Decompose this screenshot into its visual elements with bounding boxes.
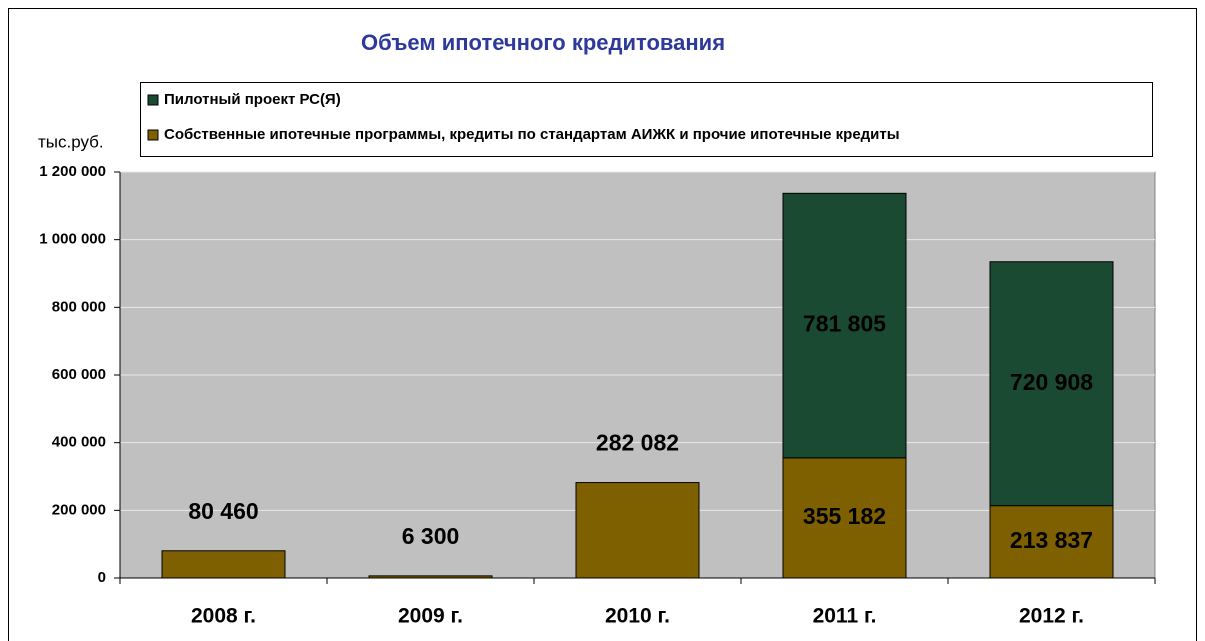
bar-segment bbox=[782, 457, 907, 579]
x-tick-label: 2012 г. bbox=[1019, 605, 1084, 628]
x-tick-label: 2009 г. bbox=[398, 605, 463, 628]
bar-segment bbox=[989, 505, 1114, 579]
legend bbox=[140, 82, 1153, 157]
legend-label: Собственные ипотечные программы, кредиты… bbox=[164, 126, 900, 143]
data-label: 781 805 bbox=[803, 311, 886, 337]
x-tick-label: 2011 г. bbox=[813, 605, 877, 628]
y-axis-label: тыс.руб. bbox=[38, 132, 104, 151]
data-label: 282 082 bbox=[596, 430, 679, 456]
x-tick-label: 2008 г. bbox=[191, 605, 256, 628]
y-tick-label: 400 000 bbox=[52, 434, 106, 451]
data-label: 720 908 bbox=[1010, 369, 1093, 395]
y-tick-label: 1 000 000 bbox=[39, 231, 106, 248]
data-label: 80 460 bbox=[188, 498, 258, 524]
bar-segment bbox=[575, 482, 700, 579]
legend-swatch bbox=[147, 94, 159, 106]
chart-title: Объем ипотечного кредитования bbox=[361, 30, 725, 55]
bar-segment bbox=[989, 261, 1114, 507]
legend-label: Пилотный проект РС(Я) bbox=[164, 91, 341, 108]
data-label: 213 837 bbox=[1010, 527, 1093, 553]
bar-segment bbox=[782, 192, 907, 459]
y-tick-label: 600 000 bbox=[52, 366, 106, 383]
legend-swatch bbox=[147, 129, 159, 141]
data-label: 355 182 bbox=[803, 503, 886, 529]
x-tick-label: 2010 г. bbox=[605, 605, 670, 628]
bar-segment bbox=[368, 575, 493, 579]
data-label: 6 300 bbox=[402, 523, 460, 549]
y-tick-label: 800 000 bbox=[52, 298, 106, 315]
y-tick-label: 1 200 000 bbox=[39, 163, 106, 180]
y-tick-label: 200 000 bbox=[52, 501, 106, 518]
y-tick-label: 0 bbox=[98, 569, 106, 586]
bar-segment bbox=[161, 550, 286, 579]
